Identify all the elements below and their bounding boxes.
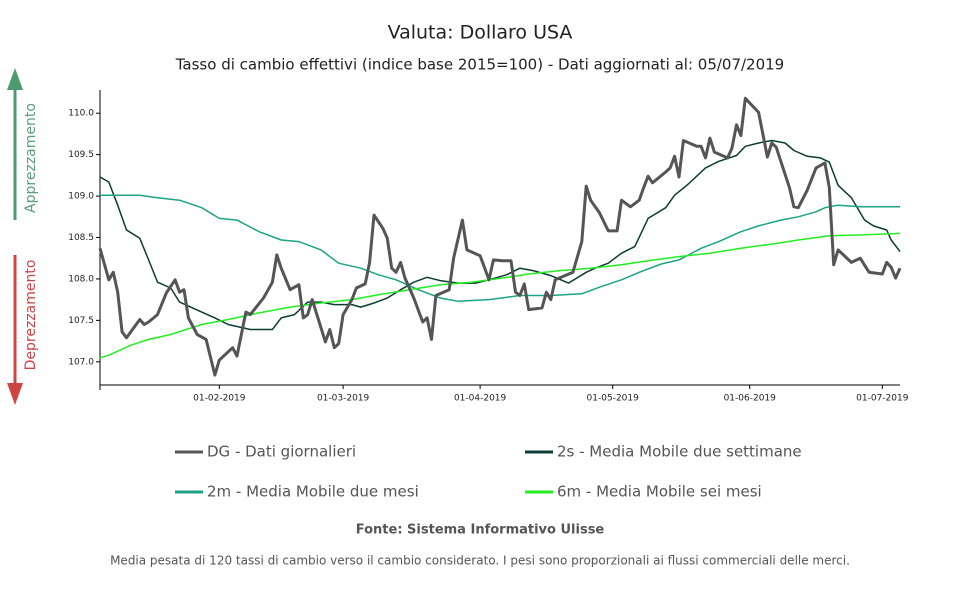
chart-title: Valuta: Dollaro USA <box>388 22 573 44</box>
appreciation-label: Apprezzamento <box>23 103 39 213</box>
x-tick-label: 01-05-2019 <box>587 394 640 404</box>
y-tick-label: 110.0 <box>68 109 94 119</box>
series-line <box>100 194 900 303</box>
x-tick-label: 01-07-2019 <box>856 394 909 404</box>
x-tick-label: 01-04-2019 <box>454 394 507 404</box>
y-tick-label: 107.5 <box>68 316 94 326</box>
x-tick-label: 01-03-2019 <box>317 394 370 404</box>
legend-label: DG - Dati giornalieri <box>207 443 356 461</box>
series-line <box>98 96 902 377</box>
y-tick-label: 109.0 <box>68 192 94 202</box>
chart-subtitle: Tasso di cambio effettivi (indice base 2… <box>175 56 784 74</box>
series-line <box>99 139 901 331</box>
up-arrow-head <box>7 68 23 90</box>
y-tick-label: 108.5 <box>68 233 94 243</box>
x-tick-label: 01-06-2019 <box>724 394 777 404</box>
x-tick-label: 01-02-2019 <box>193 394 246 404</box>
y-tick-label: 108.0 <box>68 274 94 284</box>
y-tick-label: 109.5 <box>68 150 94 160</box>
down-arrow-head <box>7 383 23 405</box>
note: Media pesata di 120 tassi di cambio vers… <box>110 554 850 568</box>
legend-label: 6m - Media Mobile sei mesi <box>557 483 762 501</box>
legend-label: 2m - Media Mobile due mesi <box>207 483 419 501</box>
depreciation-label: Deprezzamento <box>23 260 39 371</box>
y-tick-label: 107.0 <box>68 357 94 367</box>
legend-label: 2s - Media Mobile due settimane <box>557 443 802 461</box>
series-line <box>99 232 901 359</box>
source: Fonte: Sistema Informativo Ulisse <box>356 523 605 538</box>
